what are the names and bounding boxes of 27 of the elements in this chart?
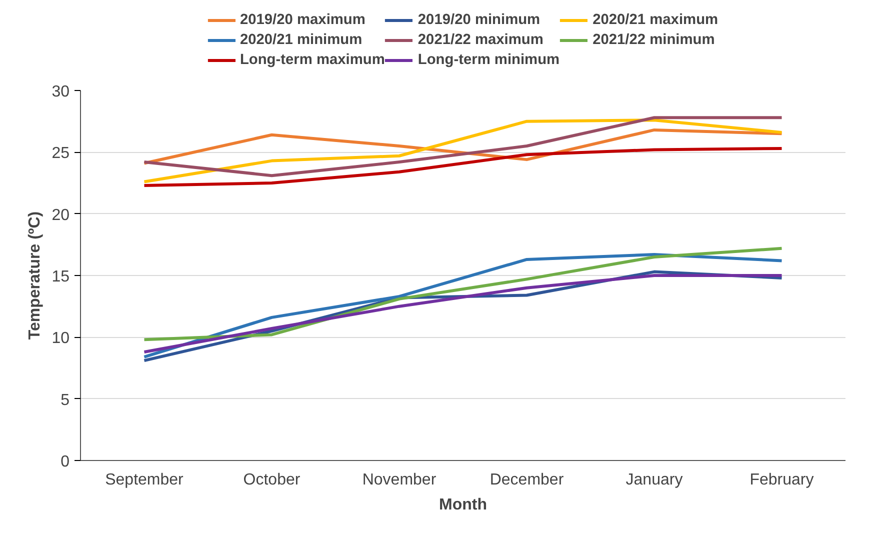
x-tick-label: February [750,472,814,488]
x-tick-label: December [490,472,564,488]
line-series [142,146,784,187]
y-tick-label: 0 [60,454,70,470]
legend-label: 2019/20 minimum [418,12,540,28]
legend-label: 2019/20 maximum [240,12,366,28]
y-tick-label: 15 [52,268,70,286]
legend-label: Long-term maximum [240,52,385,68]
legend-label: Long-term minimum [418,52,560,68]
x-tick-label: October [243,472,301,488]
y-tick-label: 10 [52,330,70,348]
y-tick-label: 25 [52,145,70,162]
legend-label: 2020/21 minimum [240,32,362,48]
line-series [142,246,784,342]
legend-label: 2020/21 maximum [592,12,718,28]
y-tick-label: 5 [60,392,70,409]
y-tick-label: 20 [52,206,70,224]
x-tick-label: September [105,472,184,488]
y-axis-title: Temperature (ºC) [26,211,44,340]
x-tick-label: January [626,472,683,488]
line-series [142,128,784,165]
x-axis-title: Month [439,496,487,514]
y-tick-label: 30 [52,84,70,100]
legend-label: 2021/22 minimum [592,32,715,48]
line-series [142,253,784,358]
legend-label: 2021/22 maximum [418,32,544,48]
x-tick-label: November [362,472,437,488]
